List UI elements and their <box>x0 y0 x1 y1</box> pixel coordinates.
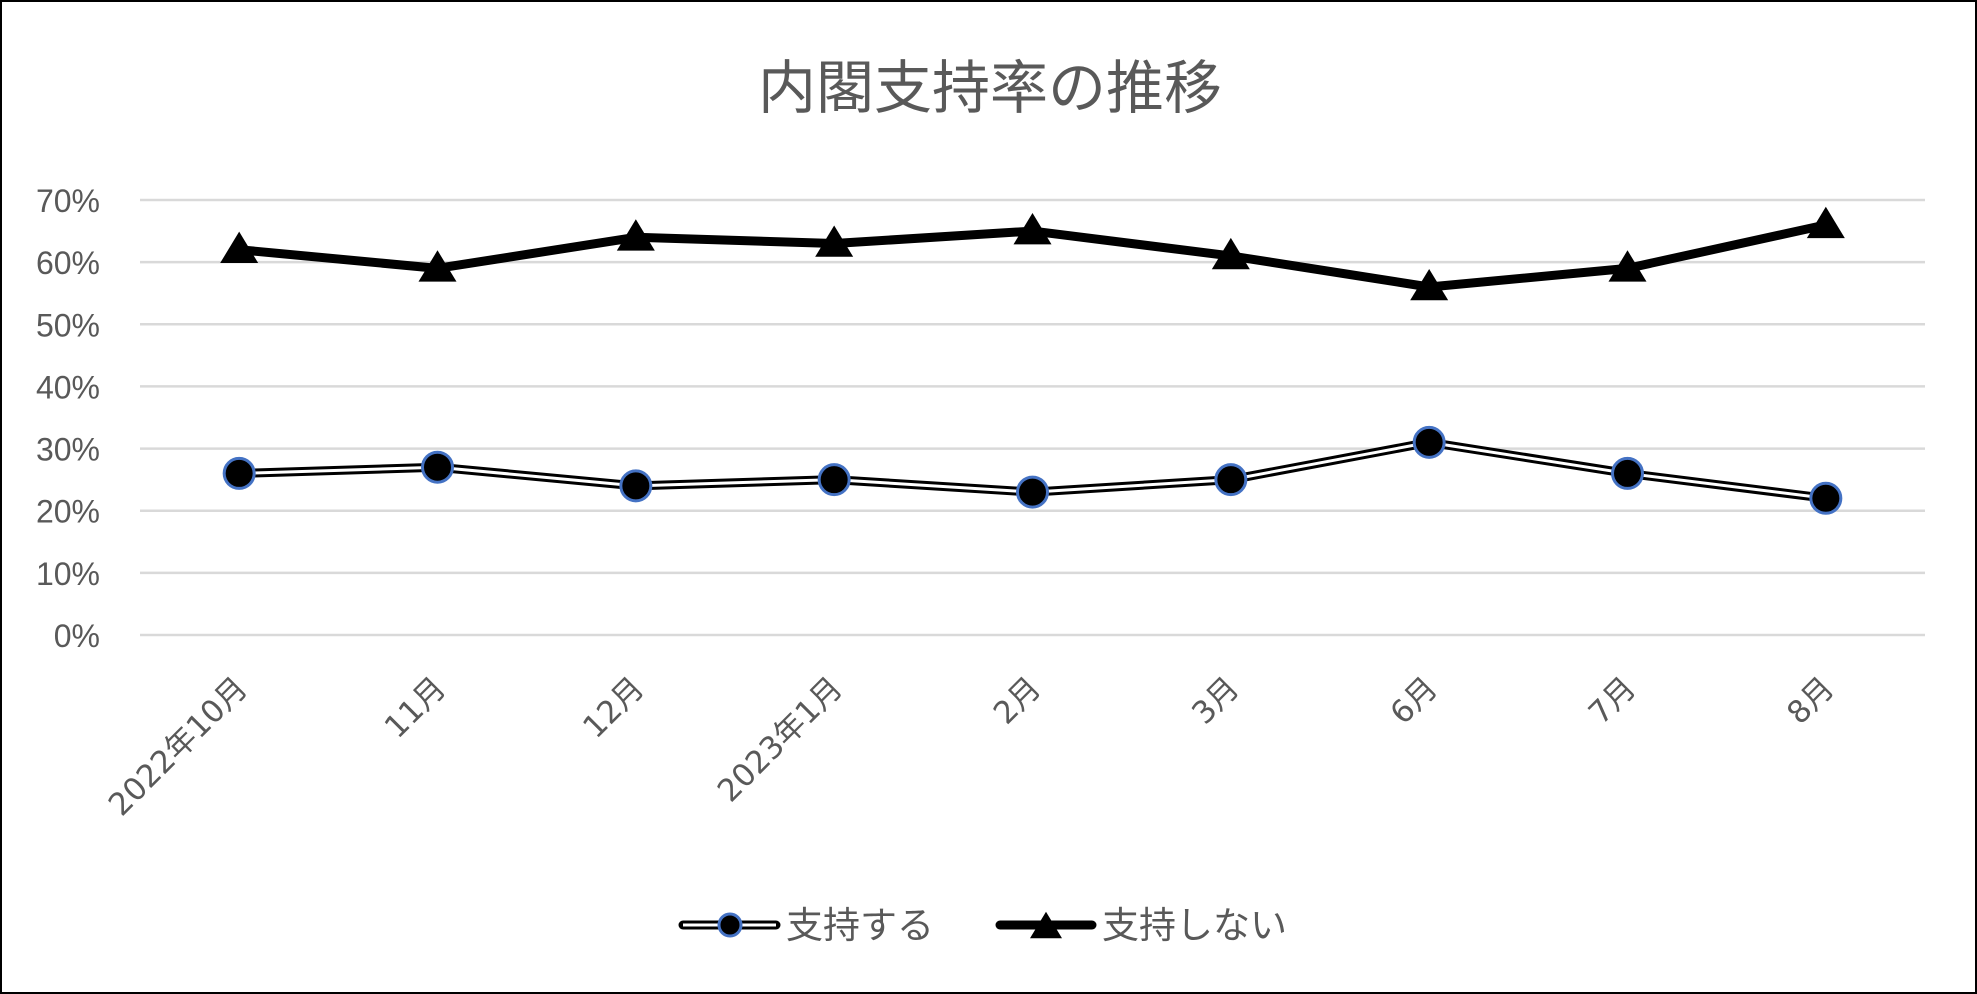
data-point-oppose <box>616 219 655 251</box>
legend-label-support: 支持する <box>786 904 934 947</box>
x-tick-label: 8月 <box>1780 670 1841 731</box>
legend-marker-oppose <box>1030 911 1062 939</box>
legend-label-oppose: 支持しない <box>1102 904 1287 947</box>
data-point-support <box>1611 456 1644 490</box>
y-tick-label: 60% <box>36 245 100 281</box>
chart-title: 内閣支持率の推移 <box>758 54 1222 122</box>
x-tick-label: 7月 <box>1582 670 1643 731</box>
legend-marker-support <box>717 912 743 938</box>
x-tick-label: 2022年10月 <box>102 670 255 823</box>
data-point-support <box>1809 481 1843 515</box>
y-tick-label: 70% <box>36 183 100 219</box>
data-point-oppose <box>1608 250 1647 282</box>
x-axis-ticks: 2022年10月 11月 12月 2023年1月 2月 3月 6月 7月 8月 <box>102 670 1842 823</box>
y-axis-ticks: 0% 10% 20% 30% 40% 50% 60% 70% <box>36 183 100 654</box>
x-tick-label: 6月 <box>1383 670 1444 731</box>
data-point-oppose <box>1211 237 1250 270</box>
data-point-support <box>817 463 851 497</box>
data-point-oppose <box>418 250 457 282</box>
series <box>220 206 1845 515</box>
data-point-oppose <box>220 231 259 264</box>
data-point-oppose <box>1806 206 1845 239</box>
data-point-support <box>1214 463 1248 497</box>
data-point-oppose <box>1013 213 1052 245</box>
data-point-support <box>1412 425 1446 459</box>
data-point-oppose <box>1410 268 1449 301</box>
data-point-support <box>619 469 653 503</box>
y-tick-label: 50% <box>36 307 100 343</box>
x-tick-label: 11月 <box>378 670 453 745</box>
data-point-support <box>421 450 454 484</box>
x-tick-label: 2月 <box>987 670 1048 731</box>
y-tick-label: 20% <box>36 494 100 530</box>
y-tick-label: 0% <box>54 618 100 654</box>
y-tick-label: 40% <box>36 369 100 405</box>
data-point-support <box>1016 475 1049 509</box>
y-tick-label: 30% <box>36 432 100 468</box>
x-tick-label: 3月 <box>1185 670 1246 731</box>
x-tick-label: 12月 <box>576 670 651 745</box>
data-point-support <box>222 456 256 490</box>
y-tick-label: 10% <box>36 556 100 592</box>
x-tick-label: 2023年1月 <box>711 670 850 809</box>
data-point-oppose <box>815 225 854 257</box>
legend: 支持する 支持しない <box>678 904 1287 947</box>
